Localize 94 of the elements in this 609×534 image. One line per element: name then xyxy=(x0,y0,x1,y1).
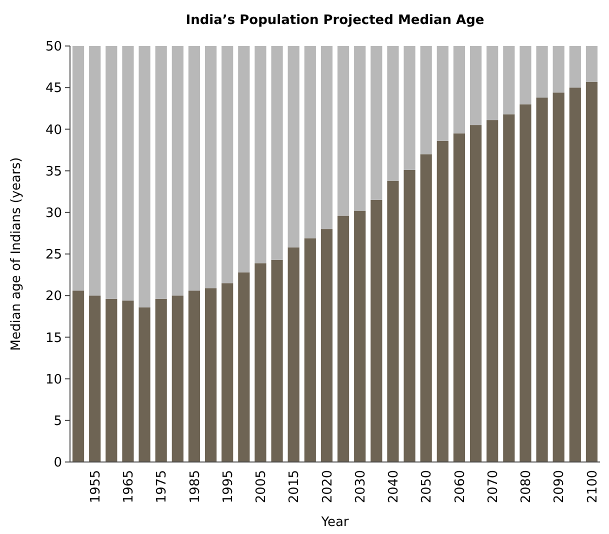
bar xyxy=(138,307,150,462)
bar xyxy=(106,298,118,462)
x-tick-label: 2030 xyxy=(353,470,368,504)
bar xyxy=(387,46,399,181)
bar xyxy=(354,46,366,211)
x-tick-label: 2015 xyxy=(287,470,302,504)
x-tick-label: 1995 xyxy=(220,470,236,504)
bar xyxy=(436,46,448,141)
x-tick-label: 2060 xyxy=(452,470,468,504)
bar xyxy=(138,46,150,308)
x-tick-label: 1955 xyxy=(88,470,104,504)
bar xyxy=(304,46,316,238)
bar xyxy=(254,263,266,462)
x-tick-label: 1975 xyxy=(154,470,170,504)
bar xyxy=(172,296,184,462)
x-tick-label: 1985 xyxy=(188,470,203,504)
bar xyxy=(337,216,350,462)
bar xyxy=(254,46,266,264)
bar xyxy=(122,46,134,301)
bar xyxy=(370,46,382,200)
bar xyxy=(569,46,581,88)
y-axis-title: Median age of Indians (years) xyxy=(9,157,24,351)
bar xyxy=(503,46,515,114)
bar xyxy=(89,296,101,462)
bar xyxy=(354,210,366,462)
bar xyxy=(320,229,333,462)
bar xyxy=(470,46,482,126)
bar xyxy=(420,154,432,462)
x-tick-label: 2020 xyxy=(320,470,336,504)
bar xyxy=(204,288,217,462)
bar xyxy=(404,170,416,462)
bar xyxy=(404,46,416,170)
y-tick-label: 20 xyxy=(45,289,62,304)
bar xyxy=(72,46,84,291)
bar xyxy=(122,300,134,462)
chart-title: India’s Population Projected Median Age xyxy=(186,13,484,28)
bar xyxy=(586,82,598,462)
y-tick-label: 15 xyxy=(45,330,62,346)
bar xyxy=(436,140,448,462)
x-tick-label: 2040 xyxy=(386,470,402,504)
y-tick-label: 40 xyxy=(45,122,62,138)
bar xyxy=(155,298,167,462)
bar xyxy=(453,46,466,134)
y-tick-label: 35 xyxy=(45,164,62,180)
bar xyxy=(552,46,564,93)
bar xyxy=(520,46,532,104)
bar xyxy=(271,46,283,260)
bar xyxy=(72,290,84,462)
x-tick-label: 2100 xyxy=(585,470,600,504)
y-tick-label: 50 xyxy=(45,40,62,55)
bar xyxy=(387,180,399,462)
bar xyxy=(188,46,200,291)
bar xyxy=(586,46,598,82)
y-tick-label: 0 xyxy=(54,456,62,471)
bar xyxy=(470,125,482,462)
bar xyxy=(569,88,581,462)
bar xyxy=(304,238,316,462)
bar xyxy=(288,46,300,248)
bar xyxy=(536,46,548,98)
bar xyxy=(320,46,333,230)
bar xyxy=(271,260,283,462)
x-tick-label: 1965 xyxy=(122,470,137,504)
y-tick-label: 5 xyxy=(54,414,62,429)
bar xyxy=(420,46,432,154)
x-tick-label: 2090 xyxy=(552,470,568,504)
y-tick-label: 30 xyxy=(45,206,62,221)
bar xyxy=(155,46,167,299)
x-tick-label: 2070 xyxy=(486,470,501,504)
bar xyxy=(337,46,350,216)
bar xyxy=(222,283,234,462)
bar xyxy=(106,46,118,299)
bar xyxy=(503,114,515,462)
bar xyxy=(552,92,564,462)
y-tick-label: 10 xyxy=(45,372,62,388)
bar xyxy=(222,46,234,284)
bar xyxy=(204,46,217,288)
x-tick-label: 2080 xyxy=(519,470,534,504)
bar xyxy=(486,120,498,462)
x-tick-label: 2005 xyxy=(254,470,270,504)
bar xyxy=(370,200,382,462)
bar xyxy=(172,46,184,296)
x-tick-label: 2050 xyxy=(420,470,435,504)
bar xyxy=(520,104,532,462)
bar xyxy=(89,46,101,296)
bar xyxy=(453,133,466,462)
bar xyxy=(188,290,200,462)
bar xyxy=(288,247,300,462)
bar xyxy=(238,46,250,272)
bar xyxy=(536,98,548,462)
y-tick-label: 25 xyxy=(45,248,62,263)
bar xyxy=(486,46,498,120)
bar xyxy=(238,272,250,462)
x-axis-title: Year xyxy=(320,515,350,530)
y-tick-label: 45 xyxy=(45,81,62,96)
